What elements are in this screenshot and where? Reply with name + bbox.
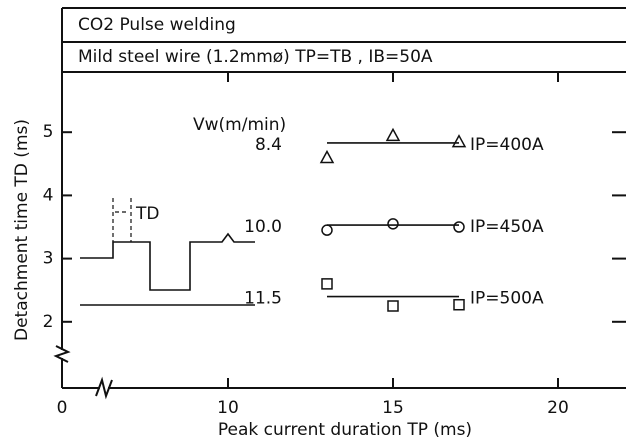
- frame: [53, 7, 626, 400]
- header-2: Mild steel wire (1.2mmø) TP=TB , IB=50A: [78, 47, 433, 67]
- triangle-marker: [319, 149, 335, 164]
- y-tick-label: 5: [43, 122, 54, 142]
- circle-marker: [453, 221, 465, 233]
- x-tick-label: 15: [382, 398, 404, 418]
- y-axis-label: Detachment time TD (ms): [12, 119, 32, 341]
- square-marker: [387, 300, 399, 312]
- square-marker: [321, 278, 333, 290]
- circle-marker: [387, 218, 399, 230]
- triangle-marker: [451, 134, 467, 148]
- triangle-marker: [385, 127, 401, 142]
- x-axis-label: Peak current duration TP (ms): [218, 420, 472, 440]
- inset-label: TD: [135, 204, 159, 224]
- y-tick-label: 4: [43, 185, 54, 205]
- legend-title: Vw(m/min): [193, 115, 286, 135]
- series-name: 10.0: [244, 217, 282, 237]
- x-tick-label: 0: [57, 398, 68, 418]
- series-label: IP=400A: [470, 135, 544, 155]
- square-marker: [453, 298, 465, 311]
- inset-markers: [112, 198, 132, 242]
- series-name: 11.5: [244, 289, 282, 309]
- y-tick-label: 2: [43, 312, 54, 332]
- inset-waveform: [80, 232, 255, 306]
- y-tick-label: 3: [43, 249, 54, 269]
- series-label: IP=450A: [470, 217, 544, 237]
- x-tick-label: 10: [217, 398, 239, 418]
- series-name: 8.4: [255, 135, 282, 155]
- series-label: IP=500A: [470, 289, 544, 309]
- circle-marker: [321, 224, 333, 236]
- header-1: CO2 Pulse welding: [78, 15, 236, 35]
- x-tick-label: 20: [547, 398, 569, 418]
